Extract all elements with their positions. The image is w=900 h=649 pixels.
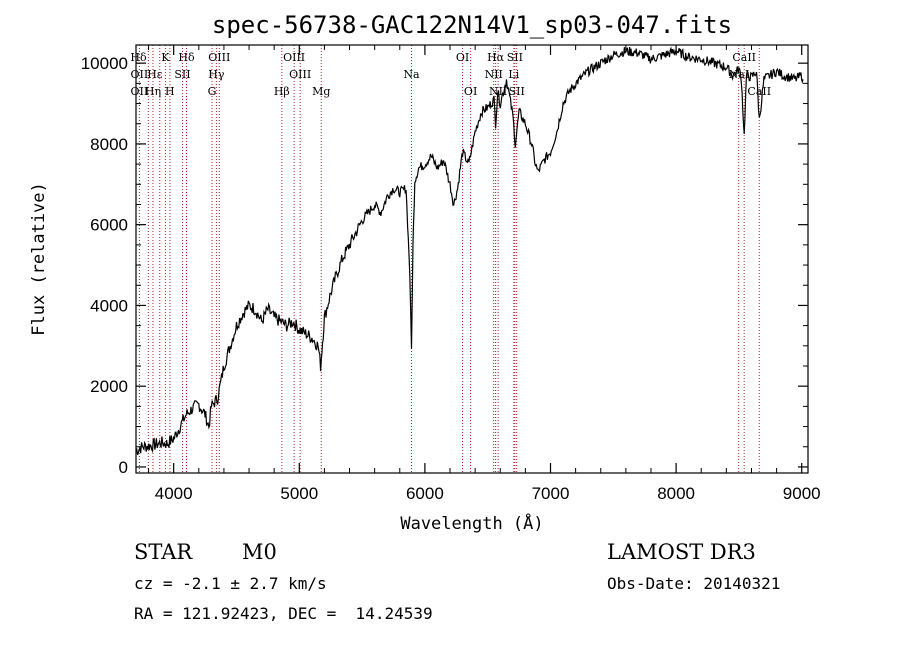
line-label: H [165, 85, 175, 98]
line-label: K [161, 51, 170, 64]
y-axis-label: Flux (relative) [29, 182, 49, 336]
y-tick-label: 8000 [90, 135, 128, 154]
y-tick-label: 0 [119, 458, 128, 477]
line-label: NaI [729, 68, 750, 81]
line-label: Hβ [274, 85, 290, 98]
line-label: SII [509, 85, 525, 98]
obs-date: Obs-Date: 20140321 [607, 574, 781, 593]
line-label: G [208, 85, 217, 98]
object-class: STAR [134, 540, 193, 564]
x-tick-label: 5000 [280, 484, 318, 503]
line-label: Na [403, 68, 420, 81]
spectrum-line [135, 46, 804, 456]
survey-name: LAMOST DR3 [607, 540, 756, 564]
x-axis-label: Wavelength (Å) [400, 512, 543, 534]
y-axis-ticks: 0 2000 4000 6000 8000 10000 [81, 54, 808, 477]
line-label: OIII [283, 51, 305, 64]
line-label: SII [507, 51, 523, 64]
x-tick-label: 4000 [155, 484, 193, 503]
line-label: CaII [732, 51, 756, 64]
line-label: Hε [147, 68, 163, 81]
x-tick-label: 7000 [532, 484, 570, 503]
x-tick-label: 8000 [657, 484, 695, 503]
y-tick-label: 4000 [90, 296, 128, 315]
x-tick-label: 6000 [406, 484, 444, 503]
line-label: OII [131, 68, 149, 81]
line-label: Hα [487, 51, 505, 64]
line-label: NII [485, 68, 503, 81]
spectral-subclass: M0 [242, 540, 277, 564]
line-label: Hδ [178, 51, 195, 64]
line-label: SII [174, 68, 190, 81]
y-tick-label: 2000 [90, 377, 128, 396]
y-tick-label: 6000 [90, 216, 128, 235]
line-label: OI [464, 85, 477, 98]
line-label: OI [456, 51, 469, 64]
y-tick-label: 10000 [81, 54, 128, 73]
emission-line-markers [138, 45, 760, 473]
redshift-text: cz = -2.1 ± 2.7 km/s [134, 574, 327, 593]
line-label: CaII [747, 85, 771, 98]
x-tick-label: 9000 [783, 484, 821, 503]
line-label: OII [131, 85, 149, 98]
line-label: Mg [312, 85, 330, 98]
coordinates: RA = 121.92423, DEC = 14.24539 [134, 604, 433, 623]
line-label: Li [508, 68, 519, 81]
plot-frame [135, 44, 809, 474]
x-axis-ticks: 4000 5000 6000 7000 8000 9000 [148, 45, 821, 503]
line-label: Hδ [130, 51, 147, 64]
line-label: Hγ [208, 68, 225, 81]
chart-title: spec-56738-GAC122N14V1_sp03-047.fits [212, 11, 732, 39]
line-label: OIII [208, 51, 230, 64]
line-label: Hη [145, 85, 161, 98]
line-label: OIII [289, 68, 311, 81]
